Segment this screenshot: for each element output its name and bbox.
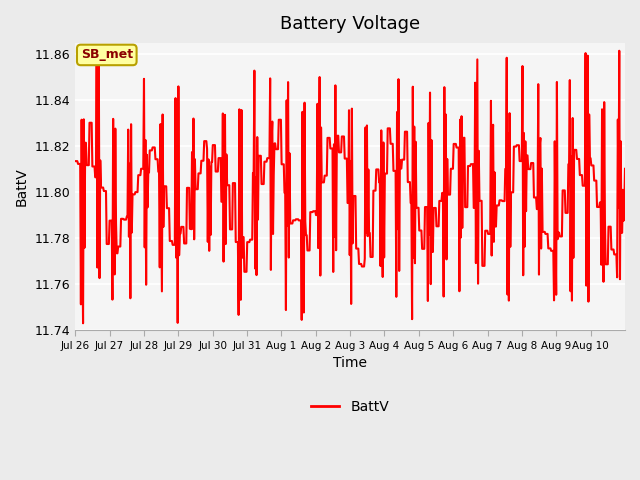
Y-axis label: BattV: BattV bbox=[15, 167, 29, 206]
Text: SB_met: SB_met bbox=[81, 48, 133, 61]
X-axis label: Time: Time bbox=[333, 356, 367, 370]
Legend: BattV: BattV bbox=[306, 395, 394, 420]
Title: Battery Voltage: Battery Voltage bbox=[280, 15, 420, 33]
